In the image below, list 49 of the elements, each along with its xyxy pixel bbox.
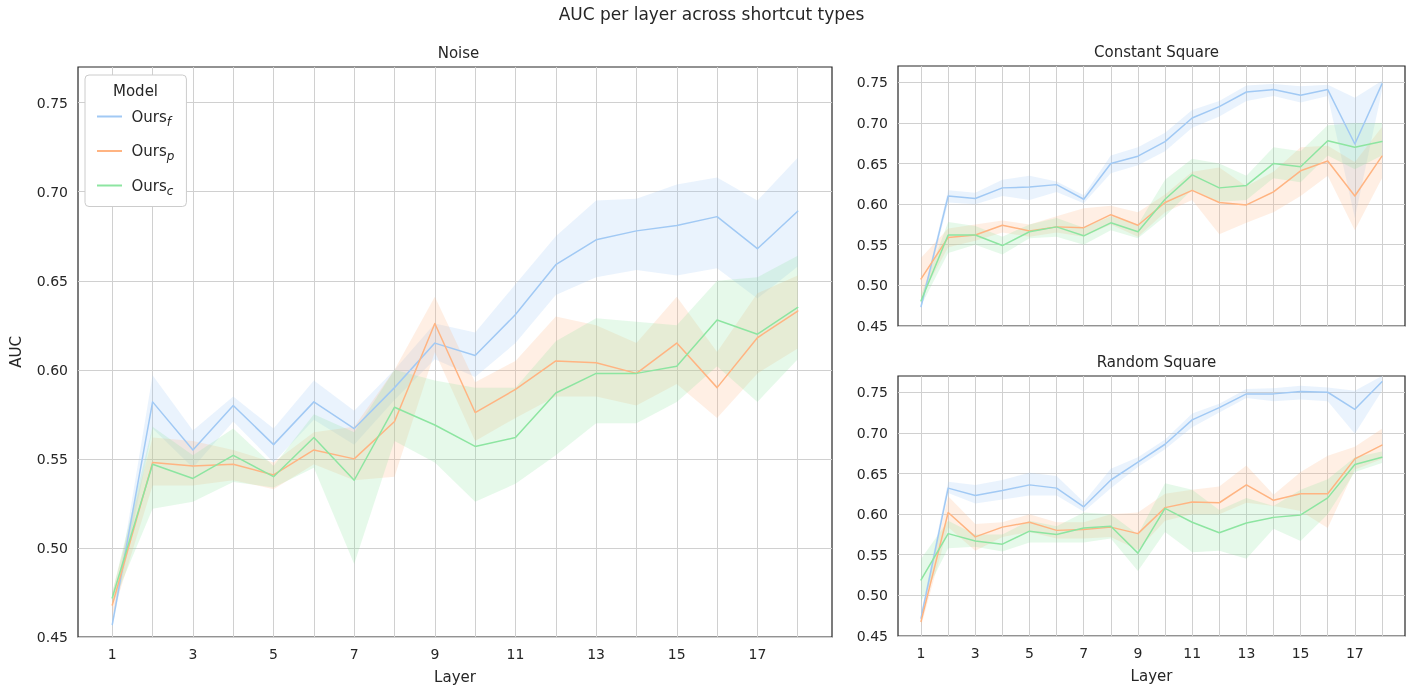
x-tick-label: 5 <box>1025 645 1034 661</box>
y-tick-label: 0.55 <box>36 450 68 467</box>
y-tick-label: 0.70 <box>36 183 68 200</box>
x-tick-label: 1 <box>916 645 926 661</box>
line-series <box>920 456 1383 581</box>
x-tick-label: 17 <box>1345 645 1364 661</box>
x-tick-label: 11 <box>506 646 525 662</box>
y-tick-label: 0.50 <box>856 277 888 294</box>
x-tick-label: 9 <box>1133 645 1143 661</box>
y-tick-label: 0.60 <box>856 196 888 213</box>
x-axis-title: Layer <box>1130 666 1174 685</box>
x-tick-label: 13 <box>587 646 606 662</box>
x-tick-label: 9 <box>430 646 440 662</box>
x-tick-label: 15 <box>1291 645 1310 661</box>
y-tick-label: 0.50 <box>856 587 888 604</box>
y-tick-label: 0.65 <box>36 272 68 289</box>
x-tick-label: 17 <box>748 646 767 662</box>
y-tick-label: 0.75 <box>856 74 888 91</box>
x-tick-label: 7 <box>349 646 359 662</box>
y-axis-title: AUC <box>6 336 25 368</box>
x-tick-label: 11 <box>1183 645 1202 661</box>
y-tick-label: 0.70 <box>856 424 888 441</box>
x-tick-label: 15 <box>667 646 686 662</box>
line-series <box>920 155 1383 280</box>
y-tick-label: 0.60 <box>36 361 68 378</box>
y-tick-label: 0.55 <box>856 236 888 253</box>
chart-title: AUC per layer across shortcut types <box>557 4 866 24</box>
y-tick-label: 0.45 <box>856 318 888 334</box>
chart-title: Random Square <box>1096 352 1217 371</box>
y-tick-label: 0.65 <box>856 155 888 172</box>
chart-title: Constant Square <box>1093 42 1220 61</box>
x-tick-label: 7 <box>1079 645 1089 661</box>
x-axis-title: Layer <box>434 667 477 686</box>
x-tick-label: 13 <box>1237 645 1256 661</box>
y-tick-label: 0.45 <box>856 628 888 644</box>
y-tick-label: 0.50 <box>36 539 68 556</box>
x-tick-label: 1 <box>107 646 117 662</box>
x-tick-label: 5 <box>269 646 279 662</box>
legend-title: Model <box>113 81 159 100</box>
y-tick-label: 0.65 <box>856 465 888 482</box>
x-tick-label: 3 <box>188 646 198 662</box>
y-tick-label: 0.75 <box>856 384 888 401</box>
y-tick-label: 0.70 <box>856 114 888 131</box>
y-tick-label: 0.60 <box>856 506 888 523</box>
chart-subtitle: Noise <box>437 43 480 62</box>
y-tick-label: 0.55 <box>856 546 888 563</box>
y-tick-label: 0.45 <box>36 629 68 645</box>
x-tick-label: 3 <box>970 645 980 661</box>
y-tick-label: 0.75 <box>36 94 68 111</box>
